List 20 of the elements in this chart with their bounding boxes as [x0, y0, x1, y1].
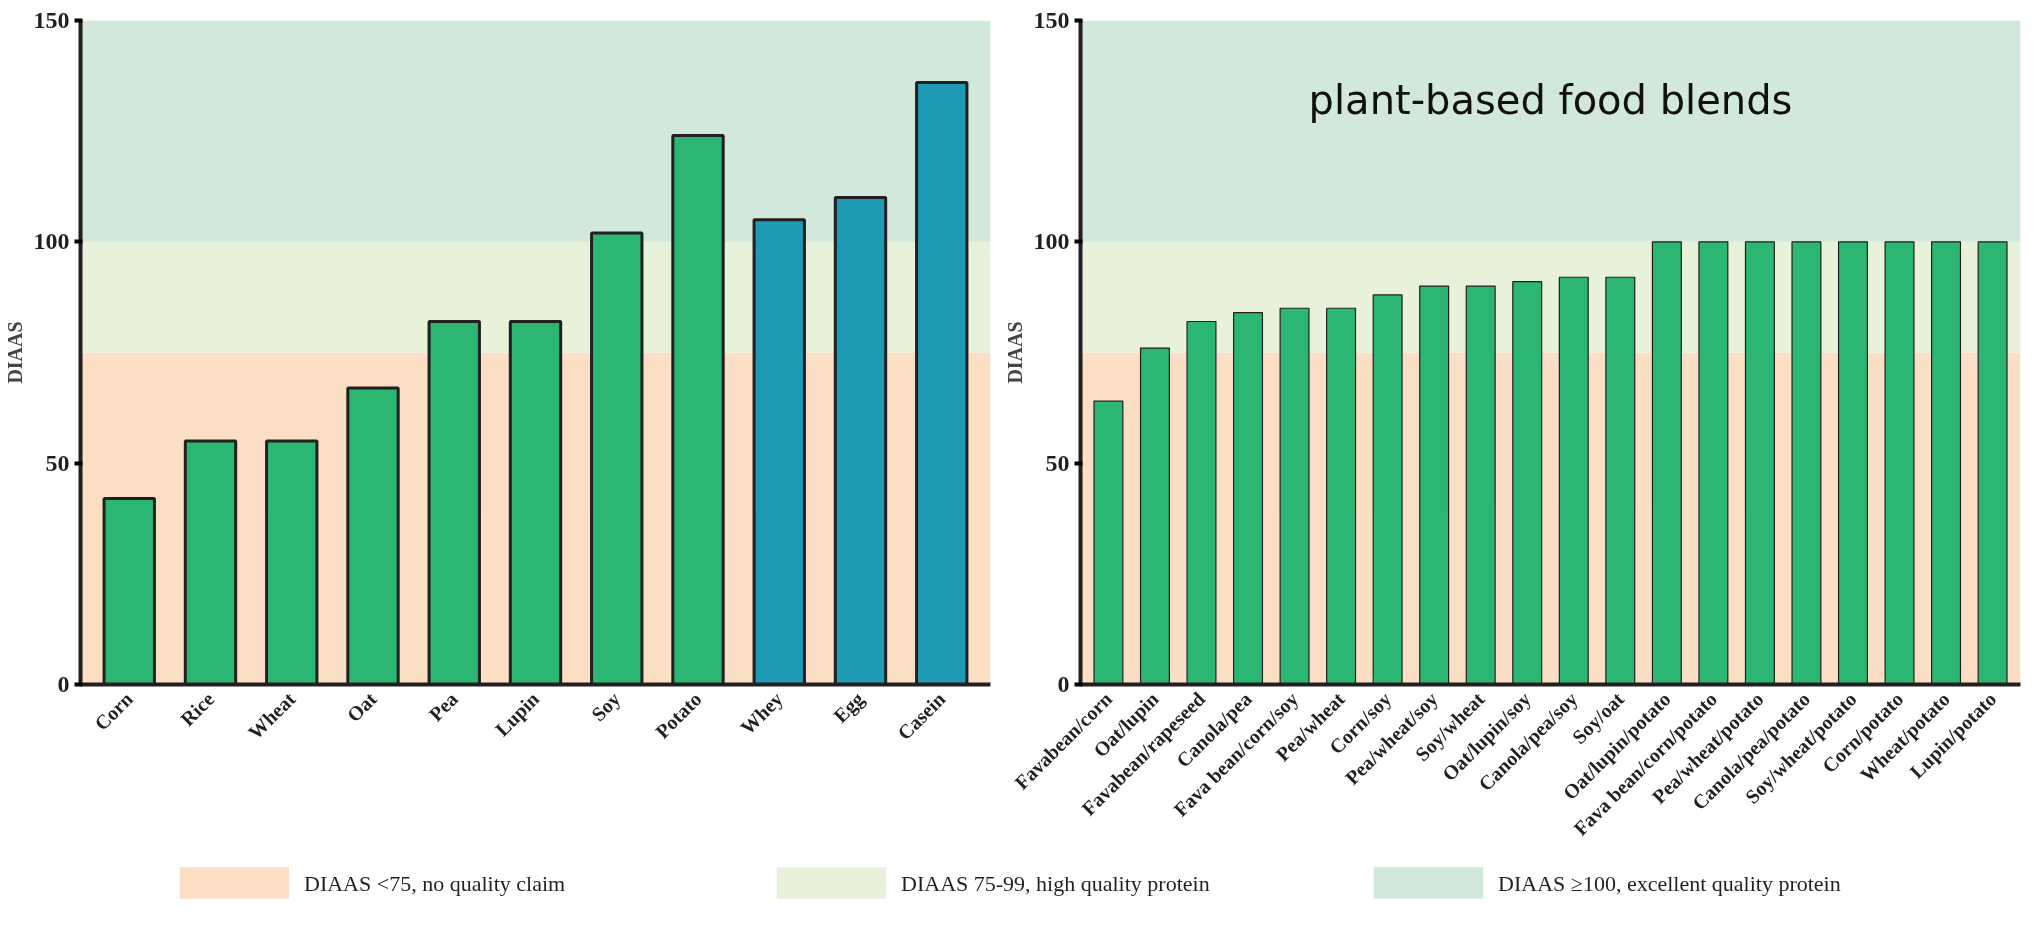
legend-label: DIAAS <75, no quality claim: [304, 870, 566, 896]
y-tick-label: 100: [33, 228, 70, 255]
y-axis-title: DIAAS: [3, 321, 26, 384]
x-tick-label: Egg: [829, 687, 869, 728]
x-tick-label: Soy: [586, 687, 626, 726]
y-tick-label: 100: [1033, 228, 1070, 255]
y-tick-label: 50: [1045, 449, 1070, 476]
annotation: plant-based food blends: [1308, 77, 1793, 124]
legend-label: DIAAS ≥100, excellent quality protein: [1498, 870, 1841, 896]
y-tick-label: 0: [57, 671, 70, 697]
y-tick-label: 50: [45, 449, 70, 476]
legend-label: DIAAS 75-99, high quality protein: [901, 870, 1210, 896]
x-tick-label: Corn: [90, 687, 138, 735]
x-tick-label: Rice: [176, 687, 219, 730]
x-tick-label: Oat: [342, 687, 382, 727]
y-tick-label: 0: [1057, 671, 1070, 697]
y-axis-title: DIAAS: [1003, 321, 1026, 384]
y-tick-label: 150: [33, 7, 70, 33]
x-tick-label: Pea: [424, 687, 463, 726]
y-tick-label: 150: [1033, 7, 1070, 33]
